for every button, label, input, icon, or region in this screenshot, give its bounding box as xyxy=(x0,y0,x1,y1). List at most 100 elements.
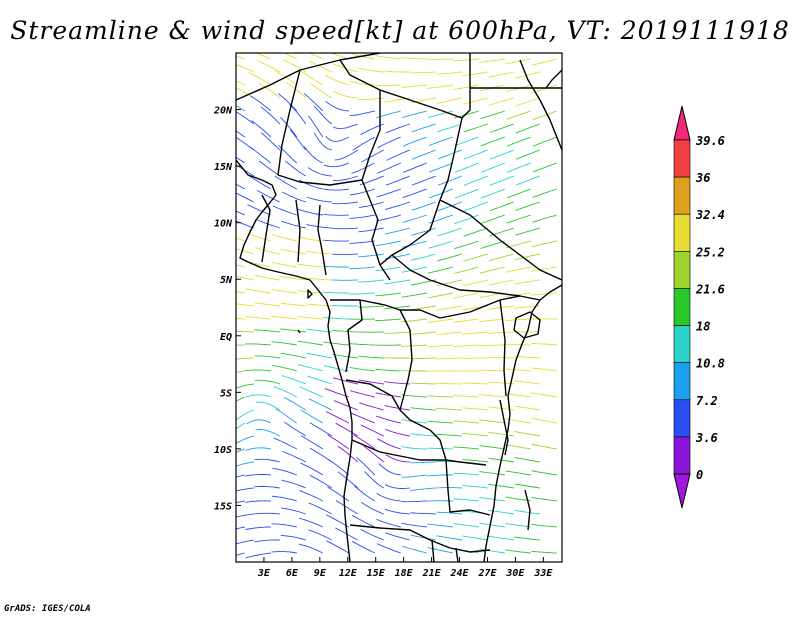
streamline xyxy=(531,367,557,372)
streamline xyxy=(427,266,453,274)
streamline xyxy=(306,224,332,229)
streamline xyxy=(245,552,271,559)
streamline xyxy=(358,355,384,359)
streamline xyxy=(245,369,271,372)
streamline xyxy=(454,240,479,250)
colorbar-label: 3.6 xyxy=(695,431,718,445)
streamline xyxy=(335,500,359,515)
streamline xyxy=(506,162,531,173)
streamline xyxy=(531,443,557,450)
streamline xyxy=(454,214,479,225)
streamline xyxy=(275,408,298,424)
streamline xyxy=(427,547,453,554)
streamline xyxy=(385,454,410,463)
streamline xyxy=(361,149,385,163)
streamline xyxy=(236,220,254,229)
streamline xyxy=(236,80,246,86)
streamline xyxy=(271,234,297,242)
streamline xyxy=(514,536,540,541)
lat-axis: 20N 15N 10N 5N EQ 5S 10S 15S xyxy=(213,106,241,512)
streamline xyxy=(236,104,246,112)
streamline xyxy=(453,498,479,502)
streamline xyxy=(514,509,540,515)
streamline xyxy=(453,266,479,274)
streamline xyxy=(436,433,462,437)
streamline xyxy=(327,434,350,450)
streamline xyxy=(256,60,281,73)
lat-tick-label: 10S xyxy=(214,445,232,456)
streamline xyxy=(358,227,384,233)
streamline xyxy=(479,394,505,398)
streamline xyxy=(236,409,254,421)
streamline xyxy=(300,71,324,86)
streamline xyxy=(386,149,410,161)
streamline xyxy=(280,275,306,281)
streamline xyxy=(377,136,401,149)
streamline xyxy=(505,266,531,273)
streamline xyxy=(488,253,514,262)
streamline xyxy=(236,435,254,444)
streamline xyxy=(254,539,280,543)
streamline xyxy=(282,53,298,60)
streamline xyxy=(453,84,479,91)
streamline xyxy=(479,419,505,424)
streamline xyxy=(360,528,384,541)
streamline xyxy=(307,167,332,177)
streamline xyxy=(349,188,375,196)
streamline xyxy=(273,437,298,450)
streamline xyxy=(401,522,427,528)
streamline xyxy=(282,451,307,463)
streamline xyxy=(236,500,245,504)
streamline xyxy=(453,472,479,476)
streamline xyxy=(480,214,505,225)
streamline xyxy=(454,188,479,199)
streamline xyxy=(531,496,557,502)
streamline xyxy=(247,204,271,216)
streamline xyxy=(531,523,557,528)
streamline xyxy=(280,116,298,138)
streamline xyxy=(480,162,505,173)
lat-tick-label: 15N xyxy=(214,162,233,173)
streamline xyxy=(271,551,297,554)
streamline xyxy=(401,84,427,88)
country-borders xyxy=(236,53,562,562)
streamline xyxy=(337,471,359,489)
streamline xyxy=(531,58,557,66)
streamline xyxy=(303,146,324,164)
streamline xyxy=(353,434,376,450)
streamline xyxy=(333,123,358,130)
streamline xyxy=(299,386,323,398)
streamline xyxy=(532,84,557,94)
lat-tick-label: 5N xyxy=(220,275,233,286)
streamline xyxy=(245,316,271,320)
streamline xyxy=(480,188,505,199)
streamline xyxy=(515,201,540,211)
streamline xyxy=(375,240,401,247)
streamline xyxy=(427,344,453,348)
streamline xyxy=(531,470,557,476)
streamline xyxy=(280,302,306,307)
streamline xyxy=(236,383,254,389)
colorbar-segment xyxy=(673,399,691,438)
streamline xyxy=(384,305,410,310)
colorbar-label: 10.8 xyxy=(696,357,725,371)
streamline xyxy=(411,149,436,160)
streamline xyxy=(281,479,306,489)
streamline xyxy=(236,552,245,556)
streamline xyxy=(427,318,453,323)
streamline xyxy=(489,123,514,133)
streamline xyxy=(360,424,384,437)
streamline xyxy=(285,81,307,99)
streamline xyxy=(514,355,540,359)
streamline xyxy=(462,331,488,335)
streamline xyxy=(275,70,298,86)
streamline xyxy=(326,514,350,528)
streamline xyxy=(385,175,410,186)
streamline xyxy=(360,501,384,515)
streamline xyxy=(385,201,410,210)
streamline xyxy=(236,264,245,268)
streamline xyxy=(352,136,376,151)
streamline xyxy=(505,444,531,450)
streamline xyxy=(506,188,531,199)
streamline xyxy=(436,511,462,515)
